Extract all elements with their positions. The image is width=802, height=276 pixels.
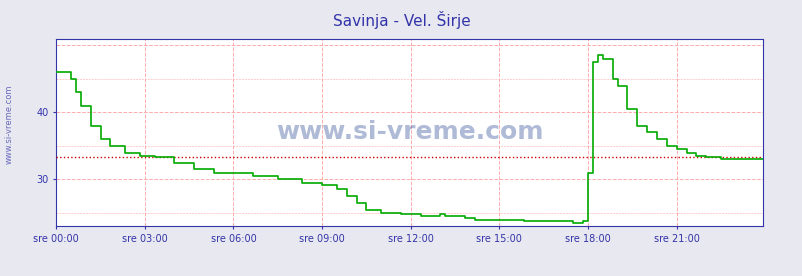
Text: Savinja - Vel. Širje: Savinja - Vel. Širje bbox=[332, 11, 470, 29]
Text: www.si-vreme.com: www.si-vreme.com bbox=[5, 84, 14, 164]
Text: www.si-vreme.com: www.si-vreme.com bbox=[275, 121, 543, 144]
